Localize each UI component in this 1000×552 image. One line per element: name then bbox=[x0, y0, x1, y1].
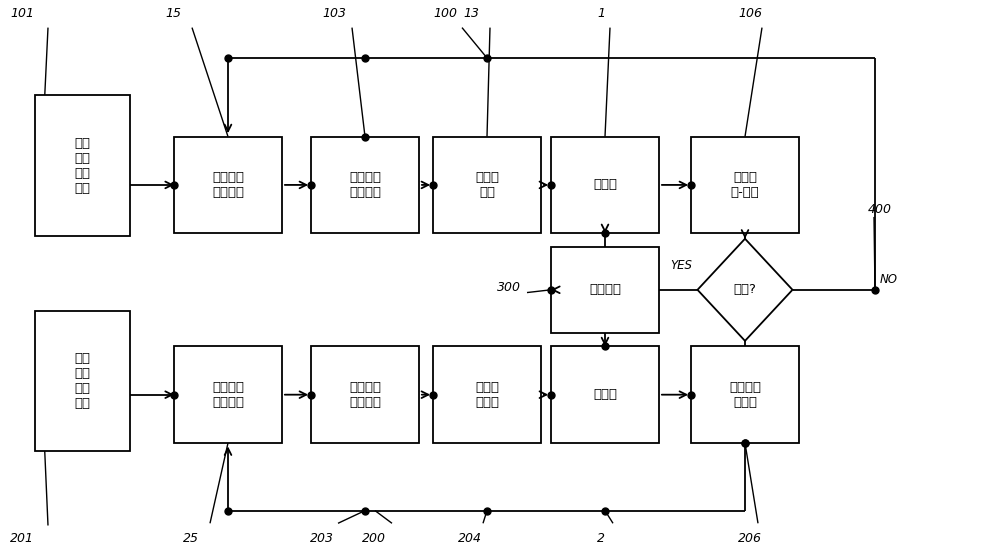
Text: NO: NO bbox=[880, 273, 898, 286]
Text: 1: 1 bbox=[597, 7, 605, 20]
Text: 100: 100 bbox=[433, 7, 457, 20]
Text: 106: 106 bbox=[738, 7, 762, 20]
FancyBboxPatch shape bbox=[551, 247, 659, 332]
Text: 相对位姿
控制算法: 相对位姿 控制算法 bbox=[349, 381, 381, 408]
Text: 15: 15 bbox=[165, 7, 181, 20]
Text: 101: 101 bbox=[10, 7, 34, 20]
Polygon shape bbox=[698, 238, 792, 341]
Text: 13: 13 bbox=[463, 7, 479, 20]
FancyBboxPatch shape bbox=[34, 95, 130, 236]
Text: 悬浮装置: 悬浮装置 bbox=[589, 283, 621, 296]
Text: 外部执
行机构: 外部执 行机构 bbox=[475, 381, 499, 408]
Text: 阈值?: 阈值? bbox=[734, 283, 756, 296]
Text: 相对位姿
控制单元: 相对位姿 控制单元 bbox=[212, 381, 244, 408]
FancyBboxPatch shape bbox=[691, 137, 799, 233]
FancyBboxPatch shape bbox=[433, 347, 541, 443]
Text: 201: 201 bbox=[10, 532, 34, 545]
FancyBboxPatch shape bbox=[551, 137, 659, 233]
Text: 载荷舱: 载荷舱 bbox=[593, 178, 617, 192]
Text: 25: 25 bbox=[183, 532, 199, 545]
Text: 磁悬浮
飞轮: 磁悬浮 飞轮 bbox=[475, 171, 499, 199]
Text: 相对位置
传感器: 相对位置 传感器 bbox=[729, 381, 761, 408]
Text: 103: 103 bbox=[322, 7, 346, 20]
Text: 星敏感
器-陀螺: 星敏感 器-陀螺 bbox=[731, 171, 759, 199]
FancyBboxPatch shape bbox=[174, 347, 282, 443]
Text: 服务舱: 服务舱 bbox=[593, 388, 617, 401]
Text: 载荷姿态
控制算法: 载荷姿态 控制算法 bbox=[349, 171, 381, 199]
FancyBboxPatch shape bbox=[311, 137, 419, 233]
Text: 2: 2 bbox=[597, 532, 605, 545]
FancyBboxPatch shape bbox=[551, 347, 659, 443]
Text: 204: 204 bbox=[458, 532, 482, 545]
FancyBboxPatch shape bbox=[311, 347, 419, 443]
FancyBboxPatch shape bbox=[691, 347, 799, 443]
Text: 400: 400 bbox=[868, 203, 892, 216]
Text: 206: 206 bbox=[738, 532, 762, 545]
Text: YES: YES bbox=[670, 259, 692, 272]
FancyBboxPatch shape bbox=[433, 137, 541, 233]
Text: 300: 300 bbox=[497, 280, 521, 294]
FancyBboxPatch shape bbox=[34, 310, 130, 452]
Text: 相对
位姿
操作
命令: 相对 位姿 操作 命令 bbox=[74, 352, 90, 410]
Text: 有效载荷
控制单元: 有效载荷 控制单元 bbox=[212, 171, 244, 199]
Text: 200: 200 bbox=[362, 532, 386, 545]
Text: 有效
载荷
指向
命令: 有效 载荷 指向 命令 bbox=[74, 136, 90, 195]
Text: 203: 203 bbox=[310, 532, 334, 545]
FancyBboxPatch shape bbox=[174, 137, 282, 233]
